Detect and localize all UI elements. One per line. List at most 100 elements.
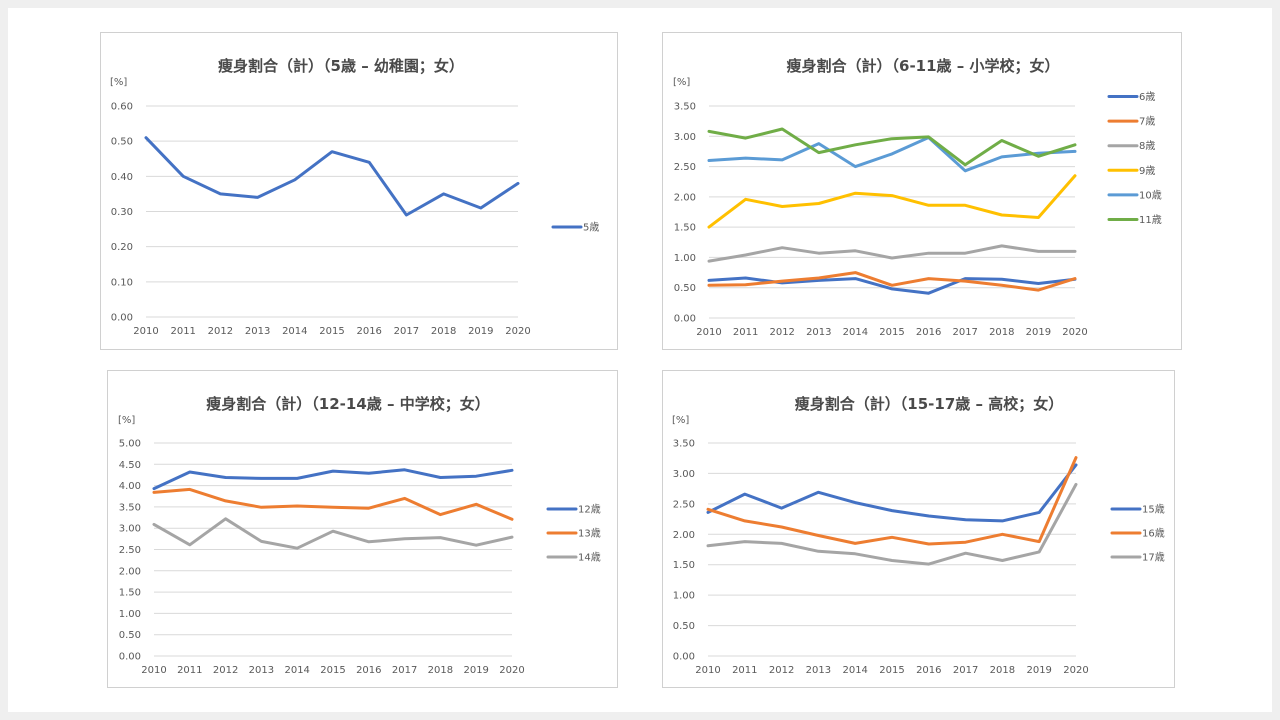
chart-title: 痩身割合（計）（12-14歳 – 中学校；女）	[206, 395, 489, 413]
x-tick-label: 2016	[356, 665, 381, 676]
x-tick-label: 2014	[284, 665, 309, 676]
y-tick-label: 1.50	[673, 560, 695, 571]
x-tick-label: 2019	[1026, 327, 1051, 338]
x-tick-label: 2011	[170, 326, 195, 337]
y-tick-label: 0.50	[673, 621, 695, 632]
y-tick-label: 0.30	[111, 207, 133, 218]
y-tick-label: 0.00	[111, 313, 133, 324]
x-tick-label: 2011	[732, 665, 757, 676]
legend-label: 17歳	[1142, 552, 1165, 564]
legend-label: 14歳	[578, 552, 601, 564]
y-tick-label: 0.50	[674, 283, 696, 294]
y-tick-label: 2.00	[673, 530, 695, 541]
y-tick-label: 0.40	[111, 172, 133, 183]
chart-panel-kindergarten: 痩身割合（計）（5歳 – 幼稚園；女） [%] 0.00 0.10 0.20 0.30 0.…	[100, 32, 618, 350]
series-line	[152, 487, 514, 521]
legend-label: 9歳	[1139, 165, 1155, 177]
y-unit-label: [%]	[110, 77, 127, 88]
x-tick-label: 2012	[769, 327, 794, 338]
y-tick-label: 3.00	[119, 524, 141, 535]
x-tick-label: 2014	[282, 326, 307, 337]
y-tick-label: 3.00	[674, 132, 696, 143]
x-tick-label: 2019	[463, 665, 488, 676]
chart-title: 痩身割合（計）（5歳 – 幼稚園；女）	[218, 57, 464, 75]
x-tick-label: 2014	[843, 327, 868, 338]
y-tick-label: 1.00	[673, 591, 695, 602]
slide: 痩身割合（計）（5歳 – 幼稚園；女） [%] 0.00 0.10 0.20 0.30 0.…	[8, 8, 1272, 712]
x-tick-label: 2018	[990, 665, 1015, 676]
x-tick-label: 2011	[177, 665, 202, 676]
y-tick-label: 5.00	[119, 439, 141, 450]
x-tick-label: 2020	[505, 326, 530, 337]
legend-label: 5歳	[583, 222, 599, 234]
x-tick-label: 2013	[806, 327, 831, 338]
x-tick-label: 2020	[1062, 327, 1087, 338]
chart-svg-junior-high: 痩身割合（計）（12-14歳 – 中学校；女） [%] 0.00 0.50 1.00 1.…	[118, 395, 601, 676]
y-tick-label: 2.00	[119, 566, 141, 577]
y-tick-label: 0.60	[111, 102, 133, 113]
y-unit-label: [%]	[118, 415, 135, 426]
x-tick-label: 2017	[953, 665, 978, 676]
chart-panel-elementary: 痩身割合（計）（6-11歳 – 小学校；女） [%] 0.00 0.50 1.00 1.5…	[662, 32, 1182, 350]
y-tick-label: 2.50	[673, 499, 695, 510]
x-tick-label: 2019	[468, 326, 493, 337]
series-line	[144, 136, 520, 217]
y-tick-label: 0.10	[111, 277, 133, 288]
x-tick-label: 2020	[1063, 665, 1088, 676]
y-tick-label: 0.50	[111, 137, 133, 148]
y-tick-label: 0.00	[119, 652, 141, 663]
legend-label: 11歳	[1139, 214, 1162, 226]
series-line	[152, 468, 514, 491]
x-tick-label: 2016	[356, 326, 381, 337]
x-tick-label: 2017	[392, 665, 417, 676]
x-tick-label: 2013	[245, 326, 270, 337]
x-tick-label: 2019	[1026, 665, 1051, 676]
chart-svg-elementary: 痩身割合（計）（6-11歳 – 小学校；女） [%] 0.00 0.50 1.00 1.5…	[673, 57, 1162, 338]
chart-title: 痩身割合（計）（15-17歳 – 高校；女）	[795, 395, 1063, 413]
x-tick-label: 2012	[213, 665, 238, 676]
y-tick-label: 4.50	[119, 460, 141, 471]
chart-svg-high-school: 痩身割合（計）（15-17歳 – 高校；女） [%] 0.00 0.50 1.00 1.5…	[672, 395, 1165, 676]
y-tick-label: 3.00	[673, 469, 695, 480]
x-tick-label: 2016	[916, 327, 941, 338]
x-tick-label: 2013	[806, 665, 831, 676]
legend-label: 10歳	[1139, 189, 1162, 201]
x-tick-label: 2018	[428, 665, 453, 676]
y-tick-label: 3.50	[119, 502, 141, 513]
y-tick-label: 3.50	[673, 439, 695, 450]
y-tick-label: 4.00	[119, 481, 141, 492]
series-line	[706, 463, 1078, 523]
x-tick-label: 2012	[208, 326, 233, 337]
y-tick-label: 0.00	[674, 314, 696, 325]
y-tick-label: 2.50	[119, 545, 141, 556]
x-tick-label: 2020	[499, 665, 524, 676]
legend-label: 6歳	[1139, 91, 1155, 103]
series-line	[707, 127, 1077, 167]
x-tick-label: 2010	[141, 665, 166, 676]
chart-svg-kindergarten: 痩身割合（計）（5歳 – 幼稚園；女） [%] 0.00 0.10 0.20 0.30 0.…	[110, 57, 599, 337]
y-tick-label: 1.00	[674, 253, 696, 264]
y-tick-label: 1.00	[119, 609, 141, 620]
x-tick-label: 2016	[916, 665, 941, 676]
x-tick-label: 2010	[133, 326, 158, 337]
y-tick-label: 1.50	[119, 588, 141, 599]
series-line	[707, 136, 1077, 173]
x-tick-label: 2011	[733, 327, 758, 338]
x-tick-label: 2015	[320, 665, 345, 676]
y-tick-label: 0.50	[119, 630, 141, 641]
series-line	[706, 482, 1078, 566]
chart-title: 痩身割合（計）（6-11歳 – 小学校；女）	[787, 57, 1060, 75]
x-tick-label: 2015	[319, 326, 344, 337]
x-tick-label: 2014	[842, 665, 867, 676]
y-tick-label: 3.50	[674, 102, 696, 113]
x-tick-label: 2018	[989, 327, 1014, 338]
x-tick-label: 2012	[769, 665, 794, 676]
x-tick-label: 2015	[879, 665, 904, 676]
x-tick-label: 2010	[696, 327, 721, 338]
x-tick-label: 2017	[394, 326, 419, 337]
x-tick-label: 2017	[952, 327, 977, 338]
y-tick-label: 2.50	[674, 162, 696, 173]
legend-label: 15歳	[1142, 504, 1165, 516]
x-tick-label: 2018	[431, 326, 456, 337]
y-tick-label: 1.50	[674, 223, 696, 234]
